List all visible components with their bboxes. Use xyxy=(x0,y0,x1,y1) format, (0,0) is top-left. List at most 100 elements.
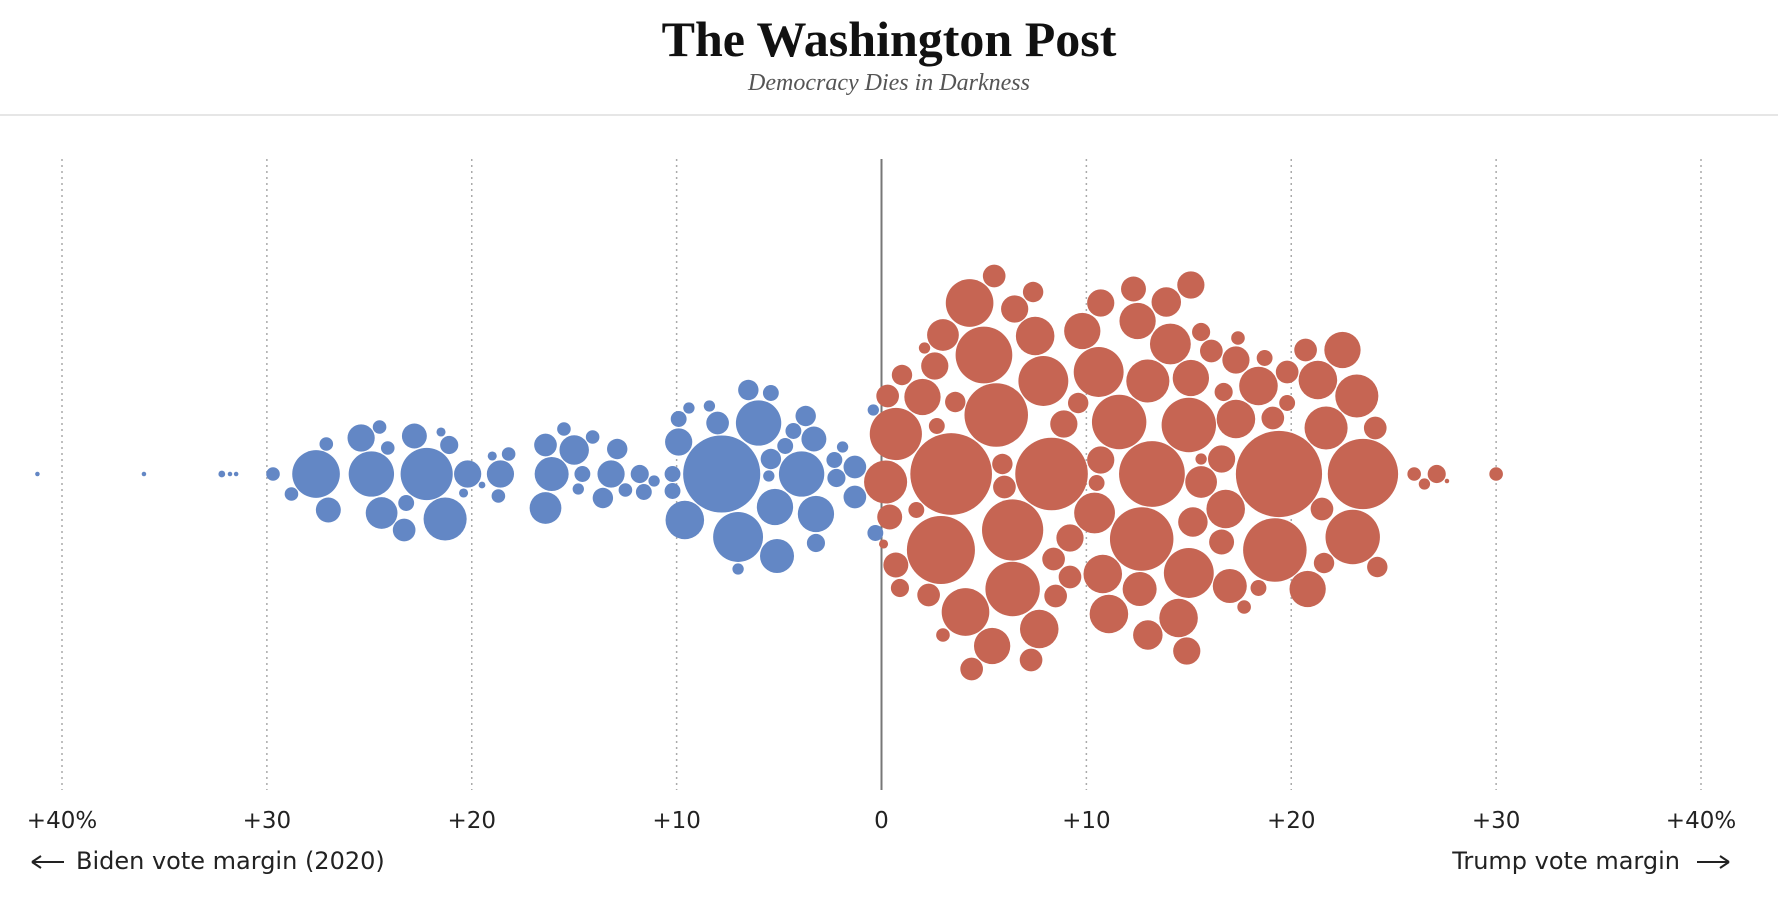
bubble xyxy=(1163,548,1214,598)
bubble xyxy=(960,657,983,681)
bubble xyxy=(491,489,506,503)
x-tick-label: +40% xyxy=(27,808,97,834)
bubble xyxy=(982,499,1044,561)
bubble xyxy=(574,466,591,482)
bubble xyxy=(1250,580,1267,596)
bubble xyxy=(1177,271,1205,299)
bubble xyxy=(921,352,949,380)
bubble xyxy=(735,400,782,446)
bubble xyxy=(572,483,584,495)
bubble xyxy=(908,502,925,518)
bubble xyxy=(607,438,628,460)
bubble xyxy=(683,435,761,513)
bubble xyxy=(592,487,614,509)
bubble xyxy=(1231,331,1245,345)
bubble xyxy=(1427,464,1446,484)
bubble xyxy=(372,420,387,434)
left-annotation: Biden vote margin (2020) xyxy=(76,847,385,875)
bubble xyxy=(993,475,1016,499)
bubble xyxy=(618,483,633,497)
bubble xyxy=(436,427,446,437)
bubble xyxy=(1489,467,1503,481)
bubble xyxy=(1015,437,1088,511)
bubble xyxy=(928,418,945,434)
bubble xyxy=(760,448,782,470)
x-tick-label: +30 xyxy=(243,808,292,834)
bubble xyxy=(585,430,600,444)
bubble xyxy=(879,539,889,549)
bubble xyxy=(843,455,867,479)
bubble xyxy=(1275,360,1299,384)
x-tick-label: +40% xyxy=(1666,808,1736,834)
bubble xyxy=(1304,406,1348,450)
bubble xyxy=(487,451,497,461)
bubble xyxy=(1089,594,1129,634)
bubble xyxy=(35,471,40,477)
bubble xyxy=(1207,445,1236,473)
bubble xyxy=(945,391,966,413)
bubble xyxy=(1151,287,1182,317)
x-tick-label: +20 xyxy=(447,808,496,834)
bubble xyxy=(1363,416,1387,440)
bubble xyxy=(1121,276,1146,302)
bubble xyxy=(869,407,922,461)
bubble xyxy=(1119,302,1156,340)
bubble xyxy=(534,456,569,492)
bubble xyxy=(1015,316,1055,356)
bubble xyxy=(843,485,867,509)
bubble xyxy=(738,379,759,401)
x-tick-label: 0 xyxy=(874,808,889,834)
bubble xyxy=(1161,397,1217,453)
bubble xyxy=(1087,289,1115,317)
bubble xyxy=(876,384,899,408)
bubble xyxy=(1200,339,1223,363)
bubble xyxy=(1289,570,1326,608)
masthead-tagline: Democracy Dies in Darkness xyxy=(747,70,1030,96)
bubble xyxy=(867,404,879,416)
bubble xyxy=(906,515,975,585)
bubble xyxy=(683,402,695,414)
bubble xyxy=(1091,394,1147,450)
bubble xyxy=(529,492,562,524)
bubble xyxy=(1407,467,1421,481)
bubble xyxy=(227,471,233,477)
bubble xyxy=(877,504,903,530)
bubble xyxy=(501,447,516,461)
bubble xyxy=(760,538,795,574)
bubble xyxy=(380,441,395,455)
bubble xyxy=(1279,395,1296,411)
bubble xyxy=(1261,406,1285,430)
bubble xyxy=(1067,392,1089,414)
bubble xyxy=(795,405,816,427)
bubble xyxy=(1019,648,1043,672)
bubble xyxy=(141,471,147,477)
bubble xyxy=(233,471,239,477)
bubble xyxy=(664,483,681,499)
bubble xyxy=(635,484,652,500)
bubble xyxy=(1298,360,1338,400)
bubble xyxy=(423,497,467,541)
x-tick-label: +30 xyxy=(1472,808,1521,834)
bubble xyxy=(459,488,469,498)
bubble xyxy=(1214,382,1233,402)
bubble xyxy=(1073,347,1124,397)
bubble xyxy=(670,411,687,427)
bubble xyxy=(1212,568,1247,604)
bubble xyxy=(955,326,1013,384)
bubble xyxy=(1335,374,1379,418)
bubble xyxy=(732,563,744,575)
bubble xyxy=(1324,331,1361,369)
bubble xyxy=(292,450,340,498)
bubble xyxy=(785,423,802,439)
bubble xyxy=(973,627,1011,665)
bubble xyxy=(1239,366,1278,406)
bubble xyxy=(1083,554,1123,594)
bubble xyxy=(218,470,226,478)
bubble xyxy=(1327,438,1399,510)
bubble xyxy=(982,264,1006,288)
bubble xyxy=(266,467,280,481)
bubble xyxy=(1149,323,1191,365)
bubble xyxy=(1050,410,1078,438)
bubble xyxy=(910,433,992,515)
